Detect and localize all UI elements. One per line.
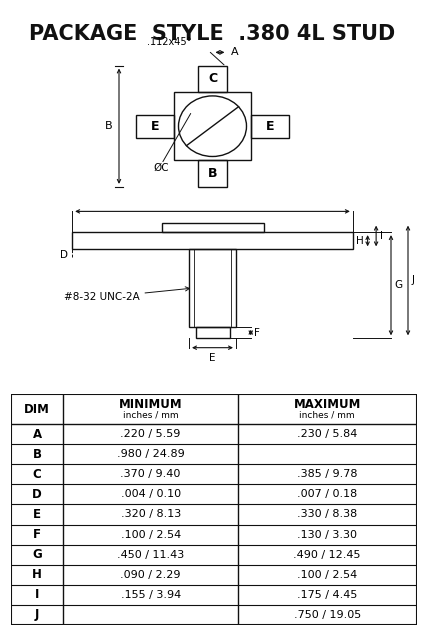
- Text: .490 / 12.45: .490 / 12.45: [293, 550, 361, 560]
- Text: .100 / 2.54: .100 / 2.54: [297, 570, 357, 580]
- Text: .175 / 4.45: .175 / 4.45: [297, 589, 357, 599]
- Text: G: G: [32, 548, 42, 561]
- Text: inches / mm: inches / mm: [123, 411, 178, 420]
- Text: F: F: [33, 528, 41, 541]
- Text: H: H: [32, 568, 42, 581]
- Text: .100 / 2.54: .100 / 2.54: [121, 529, 181, 540]
- Text: D: D: [32, 488, 42, 501]
- Text: .385 / 9.78: .385 / 9.78: [297, 469, 357, 480]
- Text: .130 / 3.30: .130 / 3.30: [297, 529, 357, 540]
- Text: .230 / 5.84: .230 / 5.84: [297, 429, 357, 439]
- Text: A: A: [231, 47, 238, 57]
- Text: DIM: DIM: [24, 403, 50, 416]
- Text: F: F: [254, 327, 260, 338]
- Bar: [162, 223, 264, 232]
- Bar: [251, 115, 289, 138]
- Text: PACKAGE  STYLE  .380 4L STUD: PACKAGE STYLE .380 4L STUD: [29, 24, 396, 44]
- Text: C: C: [33, 468, 41, 481]
- Text: ØC: ØC: [153, 163, 169, 173]
- Text: B: B: [208, 167, 217, 180]
- Text: G: G: [394, 280, 402, 290]
- Text: C: C: [208, 73, 217, 85]
- Text: .004 / 0.10: .004 / 0.10: [121, 490, 181, 500]
- Text: B: B: [32, 448, 42, 461]
- Text: I: I: [35, 588, 39, 601]
- Bar: [198, 160, 227, 187]
- Text: A: A: [32, 428, 42, 441]
- Text: .980 / 24.89: .980 / 24.89: [117, 449, 184, 459]
- Text: .750 / 19.05: .750 / 19.05: [294, 610, 361, 620]
- Bar: [72, 232, 353, 249]
- Text: .007 / 0.18: .007 / 0.18: [297, 490, 357, 500]
- Text: I: I: [380, 231, 383, 241]
- Text: inches / mm: inches / mm: [299, 411, 355, 420]
- Text: MINIMUM: MINIMUM: [119, 398, 182, 411]
- Text: .112x45°: .112x45°: [147, 37, 191, 47]
- Bar: [136, 115, 174, 138]
- Bar: [198, 66, 227, 92]
- Text: H: H: [356, 236, 363, 245]
- Text: .320 / 8.13: .320 / 8.13: [121, 509, 181, 519]
- Text: B: B: [105, 121, 113, 131]
- Text: .330 / 8.38: .330 / 8.38: [297, 509, 357, 519]
- Text: .220 / 5.59: .220 / 5.59: [120, 429, 181, 439]
- Text: .155 / 3.94: .155 / 3.94: [121, 589, 181, 599]
- Text: D: D: [60, 250, 68, 260]
- Bar: [174, 92, 251, 160]
- Text: .450 / 11.43: .450 / 11.43: [117, 550, 184, 560]
- Text: J: J: [411, 276, 414, 285]
- Text: E: E: [33, 508, 41, 521]
- Text: #8-32 UNC-2A: #8-32 UNC-2A: [64, 286, 190, 302]
- Text: E: E: [266, 120, 274, 133]
- Text: MAXIMUM: MAXIMUM: [294, 398, 361, 411]
- Text: .370 / 9.40: .370 / 9.40: [120, 469, 181, 480]
- Text: E: E: [151, 120, 159, 133]
- Text: J: J: [35, 608, 39, 621]
- Bar: [196, 327, 230, 338]
- Text: E: E: [209, 353, 216, 363]
- Bar: [189, 249, 236, 327]
- Text: .090 / 2.29: .090 / 2.29: [120, 570, 181, 580]
